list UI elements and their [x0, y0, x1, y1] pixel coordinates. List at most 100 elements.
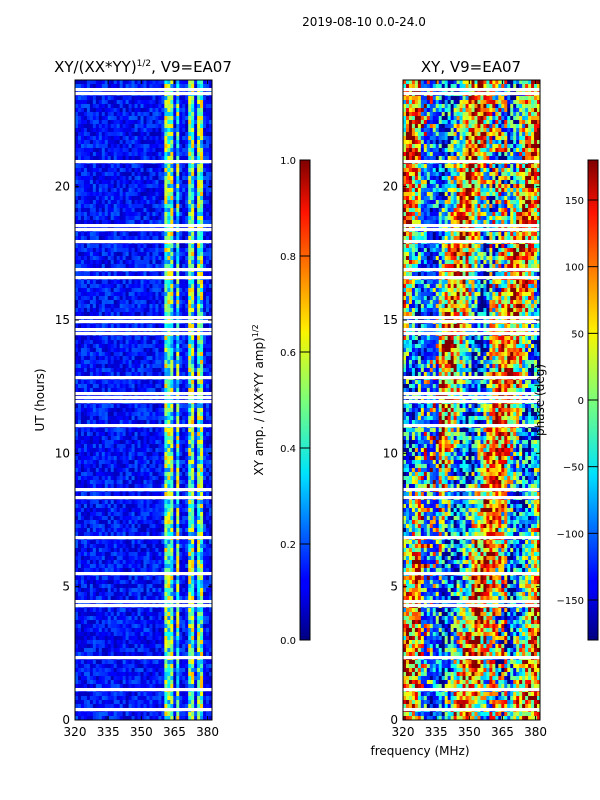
- heatmap-cell: [173, 280, 177, 285]
- heatmap-cell: [176, 180, 180, 185]
- heatmap-cell: [92, 192, 97, 197]
- heatmap-cell: [122, 440, 127, 445]
- heatmap-cell: [164, 420, 168, 425]
- heatmap-cell: [176, 432, 180, 437]
- heatmap-cell: [206, 336, 210, 341]
- heatmap-cell: [116, 220, 121, 225]
- heatmap-cell: [116, 412, 121, 417]
- heatmap-cell: [140, 168, 144, 173]
- heatmap-cell: [149, 180, 153, 185]
- heatmap-cell: [101, 208, 106, 213]
- heatmap-cell: [140, 476, 144, 481]
- heatmap-cell: [98, 148, 103, 153]
- heatmap-cell: [80, 324, 85, 329]
- heatmap-cell: [104, 336, 109, 341]
- heatmap-cell: [95, 404, 100, 409]
- heatmap-cell: [131, 468, 135, 473]
- heatmap-cell: [140, 248, 144, 253]
- heatmap-cell: [83, 452, 88, 457]
- heatmap-cell: [188, 232, 192, 237]
- heatmap-cell: [113, 100, 118, 105]
- heatmap-cell: [75, 252, 79, 257]
- heatmap-cell: [197, 200, 201, 205]
- heatmap-cell: [164, 80, 168, 85]
- heatmap-cell: [161, 188, 165, 193]
- heatmap-cell: [173, 80, 177, 85]
- heatmap-cell: [185, 80, 189, 85]
- heatmap-cell: [182, 412, 186, 417]
- heatmap-cell: [134, 112, 138, 117]
- heatmap-cell: [128, 260, 132, 265]
- heatmap-cell: [155, 340, 159, 345]
- heatmap-cell: [170, 428, 174, 433]
- heatmap-cell: [167, 360, 171, 365]
- heatmap-cell: [176, 444, 180, 449]
- heatmap-cell: [104, 208, 109, 213]
- heatmap-cell: [125, 312, 130, 317]
- heatmap-cell: [209, 128, 212, 133]
- heatmap-cell: [164, 464, 168, 469]
- heatmap-cell: [134, 456, 138, 461]
- heatmap-cell: [95, 112, 100, 117]
- heatmap-cell: [209, 112, 212, 117]
- heatmap-cell: [140, 256, 144, 261]
- heatmap-cell: [131, 132, 135, 137]
- heatmap-cell: [155, 288, 159, 293]
- heatmap-cell: [131, 340, 135, 345]
- heatmap-cell: [143, 256, 147, 261]
- heatmap-cell: [77, 464, 82, 469]
- heatmap-cell: [191, 232, 195, 237]
- heatmap-cell: [110, 216, 115, 221]
- heatmap-cell: [113, 236, 118, 241]
- heatmap-cell: [80, 368, 85, 373]
- heatmap-cell: [107, 180, 112, 185]
- heatmap-cell: [200, 128, 204, 133]
- heatmap-cell: [173, 380, 177, 385]
- heatmap-cell: [113, 148, 118, 153]
- heatmap-cell: [143, 152, 147, 157]
- heatmap-cell: [173, 324, 177, 329]
- heatmap-cell: [137, 440, 141, 445]
- heatmap-cell: [137, 252, 141, 257]
- heatmap-cell: [101, 100, 106, 105]
- heatmap-cell: [131, 456, 135, 461]
- heatmap-cell: [75, 368, 79, 373]
- heatmap-cell: [104, 388, 109, 393]
- heatmap-cell: [191, 216, 195, 221]
- left-panel-title: XY/(XX*YY)1/2, V9=EA07: [54, 58, 232, 76]
- heatmap-cell: [176, 356, 180, 361]
- heatmap-cell: [92, 384, 97, 389]
- heatmap-cell: [203, 196, 207, 201]
- heatmap-cell: [122, 500, 127, 505]
- heatmap-cell: [146, 356, 150, 361]
- heatmap-cell: [188, 428, 192, 433]
- heatmap-cell: [80, 200, 85, 205]
- heatmap-cell: [188, 128, 192, 133]
- heatmap-cell: [128, 348, 132, 353]
- heatmap-cell: [116, 408, 121, 413]
- heatmap-cell: [203, 96, 207, 101]
- heatmap-cell: [92, 80, 97, 85]
- heatmap-cell: [179, 104, 183, 109]
- heatmap-cell: [194, 388, 198, 393]
- heatmap-cell: [185, 452, 189, 457]
- heatmap-cell: [110, 188, 115, 193]
- heatmap-cell: [89, 176, 94, 181]
- heatmap-cell: [128, 448, 132, 453]
- heatmap-cell: [75, 380, 79, 385]
- heatmap-cell: [128, 472, 132, 477]
- heatmap-cell: [104, 340, 109, 345]
- heatmap-cell: [173, 132, 177, 137]
- heatmap-cell: [185, 460, 189, 465]
- heatmap-cell: [125, 236, 130, 241]
- heatmap-cell: [149, 292, 153, 297]
- heatmap-cell: [125, 308, 130, 313]
- heatmap-cell: [134, 472, 138, 477]
- heatmap-cell: [77, 280, 82, 285]
- heatmap-cell: [83, 380, 88, 385]
- heatmap-cell: [152, 204, 156, 209]
- heatmap-cell: [173, 124, 177, 129]
- heatmap-cell: [101, 188, 106, 193]
- heatmap-cell: [191, 296, 195, 301]
- heatmap-cell: [95, 252, 100, 257]
